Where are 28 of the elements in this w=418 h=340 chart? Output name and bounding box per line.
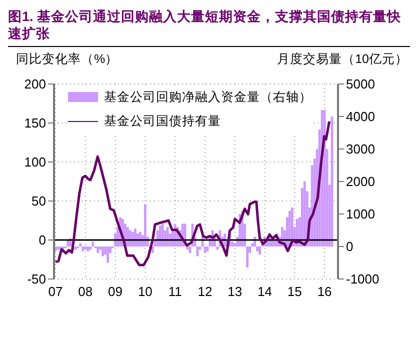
y2-tick-label: 0 (346, 239, 354, 254)
x-tick-label: 10 (138, 284, 152, 300)
y2-tick-label: -1000 (346, 272, 380, 287)
y-tick-label: 100 (24, 154, 46, 170)
y2-axis-title: 月度交易量（10亿元） (277, 51, 408, 68)
y2-tick-label: 2000 (346, 174, 375, 190)
y2-tick-label: 3000 (346, 142, 375, 157)
legend-label: 基金公司回购净融入资金量（右轴） (104, 89, 312, 106)
x-tick-label: 15 (287, 284, 302, 300)
x-tick-label: 12 (198, 284, 212, 300)
y2-tick-label: 1000 (346, 206, 375, 222)
y-tick-label: 0 (38, 232, 46, 248)
chart-title: 图1. 基金公司通过回购融入大量短期资金，支撑其国债持有量快速扩张 (8, 8, 410, 47)
x-tick-label: 07 (48, 284, 63, 300)
x-tick-label: 09 (108, 284, 123, 300)
x-tick-label: 13 (228, 284, 242, 300)
y-tick-label: 50 (32, 194, 46, 209)
x-tick-label: 14 (258, 284, 272, 300)
y2-tick-label: 4000 (346, 109, 375, 124)
x-tick-label: 08 (78, 284, 93, 300)
y-tick-label: 200 (24, 76, 46, 92)
x-tick-label: 16 (317, 284, 332, 300)
y-tick-label: -50 (27, 272, 46, 287)
x-tick-label: 11 (168, 284, 182, 300)
y-tick-label: 150 (24, 116, 46, 131)
y2-tick-label: 5000 (346, 76, 375, 92)
y-axis-title: 同比变化率（%） (16, 51, 118, 68)
legend-label: 基金公司国债持有量 (104, 113, 221, 130)
